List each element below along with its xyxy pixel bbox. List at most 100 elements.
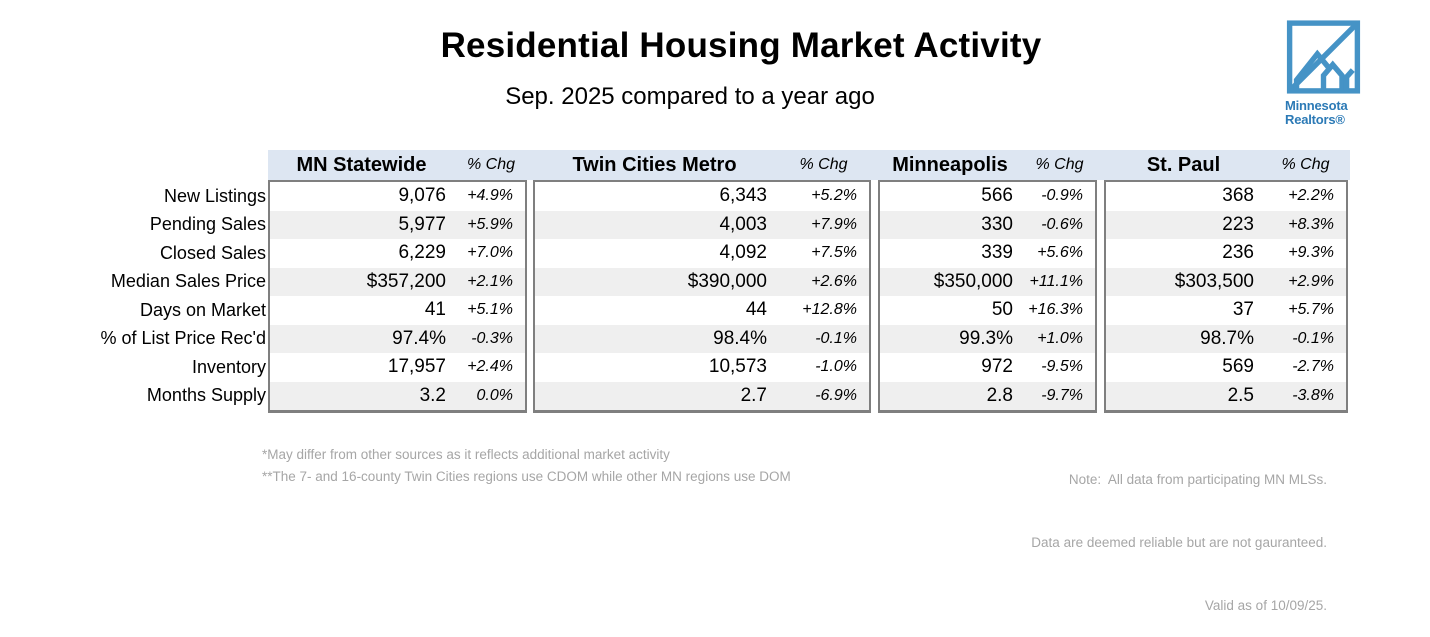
metric-change: +8.3% bbox=[1288, 215, 1334, 233]
metric-change: -3.8% bbox=[1292, 386, 1334, 404]
table-row: $350,000 +11.1% bbox=[880, 267, 1095, 296]
metric-value: 330 bbox=[981, 213, 1013, 235]
metric-value: 50 bbox=[991, 299, 1013, 321]
metric-change: -9.7% bbox=[1041, 386, 1083, 404]
table-row: 99.3% +1.0% bbox=[880, 324, 1095, 353]
table-row: 368 +2.2% bbox=[1106, 182, 1346, 211]
metric-change: +7.5% bbox=[811, 244, 857, 262]
metric-change: +2.9% bbox=[1288, 272, 1334, 290]
metric-change: -0.9% bbox=[1041, 187, 1083, 205]
metric-change: -0.3% bbox=[471, 329, 513, 347]
table-row: 98.4% -0.1% bbox=[535, 324, 869, 353]
metric-value: $357,200 bbox=[366, 270, 446, 292]
metric-change: +1.0% bbox=[1037, 329, 1083, 347]
metric-change: -1.0% bbox=[815, 358, 857, 376]
metric-value: 41 bbox=[424, 299, 446, 321]
metric-value: $303,500 bbox=[1174, 270, 1254, 292]
region-data-box-mn-statewide: 9,076 +4.9% 5,977 +5.9% 6,229 +7.0% $357,200 +2… bbox=[268, 180, 527, 413]
metric-value: 6,229 bbox=[398, 242, 446, 264]
metric-change: +16.3% bbox=[1028, 301, 1083, 319]
metric-change: +7.0% bbox=[467, 244, 513, 262]
metric-value: 223 bbox=[1222, 213, 1254, 235]
table-row: 98.7% -0.1% bbox=[1106, 324, 1346, 353]
note-line: Data are deemed reliable but are not gau… bbox=[1031, 535, 1327, 550]
table-row: 3.2 0.0% bbox=[270, 381, 525, 410]
footnotes-right: Note: All data from participating MN MLS… bbox=[1031, 427, 1327, 637]
metric-label-column: New Listings Pending Sales Closed Sales Med… bbox=[0, 150, 268, 413]
table-row: 44 +12.8% bbox=[535, 296, 869, 325]
metric-value: 17,957 bbox=[387, 356, 446, 378]
metric-value: 99.3% bbox=[959, 327, 1013, 349]
row-label: Closed Sales bbox=[159, 242, 266, 263]
table-row: 330 -0.6% bbox=[880, 210, 1095, 239]
metric-change: 0.0% bbox=[476, 386, 513, 404]
logo-wordmark-line2: Realtors® bbox=[1285, 112, 1345, 127]
metric-change: +5.7% bbox=[1288, 301, 1334, 319]
logo-wordmark-line1: Minnesota bbox=[1285, 98, 1348, 113]
metric-value: $350,000 bbox=[933, 270, 1013, 292]
metric-change: +5.9% bbox=[467, 215, 513, 233]
row-label: New Listings bbox=[163, 185, 266, 206]
table-row: 50 +16.3% bbox=[880, 296, 1095, 325]
metric-value: 5,977 bbox=[398, 213, 446, 235]
group-divider bbox=[871, 150, 878, 180]
table-row: 5,977 +5.9% bbox=[270, 210, 525, 239]
metric-change: -6.9% bbox=[815, 386, 857, 404]
row-label: Days on Market bbox=[139, 299, 266, 320]
metric-value: 6,343 bbox=[719, 185, 767, 207]
metric-change: +2.2% bbox=[1288, 187, 1334, 205]
pct-chg-header: % Chg bbox=[1281, 156, 1330, 173]
table-row: 6,343 +5.2% bbox=[535, 182, 869, 211]
table-row: 2.5 -3.8% bbox=[1106, 381, 1346, 410]
metric-change: +7.9% bbox=[811, 215, 857, 233]
metric-change: -9.5% bbox=[1041, 358, 1083, 376]
label-column-spacer bbox=[0, 150, 268, 182]
table-row: 566 -0.9% bbox=[880, 182, 1095, 211]
pct-chg-header: % Chg bbox=[1035, 156, 1084, 173]
group-divider bbox=[1097, 180, 1104, 413]
metric-value: 97.4% bbox=[392, 327, 446, 349]
table-row: 97.4% -0.3% bbox=[270, 324, 525, 353]
metric-value: 2.7 bbox=[740, 384, 767, 406]
region-header: St. Paul bbox=[1146, 153, 1221, 176]
metric-value: 37 bbox=[1232, 299, 1254, 321]
row-label: Median Sales Price bbox=[110, 271, 266, 292]
row-label: Inventory bbox=[191, 356, 266, 377]
table-row: 17,957 +2.4% bbox=[270, 353, 525, 382]
logo-wordmark: Minnesota Realtors® bbox=[1285, 99, 1381, 127]
metric-value: 3.2 bbox=[419, 384, 446, 406]
minnesota-realtors-logo: Minnesota Realtors® bbox=[1285, 18, 1381, 127]
metric-change: +2.6% bbox=[811, 272, 857, 290]
note-line: Note: All data from participating MN MLS… bbox=[1068, 472, 1327, 487]
region-header: MN Statewide bbox=[296, 153, 427, 176]
footnote-line: **The 7- and 16-county Twin Cities regio… bbox=[262, 469, 791, 484]
metric-value: 44 bbox=[745, 299, 767, 321]
table-body: 9,076 +4.9% 5,977 +5.9% 6,229 +7.0% $357,200 +2… bbox=[268, 180, 1350, 413]
metric-change: +5.2% bbox=[811, 187, 857, 205]
group-divider bbox=[1097, 150, 1104, 180]
metric-value: 339 bbox=[981, 242, 1013, 264]
region-data-box-minneapolis: 566 -0.9% 330 -0.6% 339 +5.6% $350,000 +11.1% 50… bbox=[878, 180, 1097, 413]
column-header-twin-cities-metro: Twin Cities Metro % Chg bbox=[533, 150, 871, 180]
metric-change: +4.9% bbox=[467, 187, 513, 205]
table-row: 972 -9.5% bbox=[880, 353, 1095, 382]
table-row: 223 +8.3% bbox=[1106, 210, 1346, 239]
row-label: Months Supply bbox=[146, 385, 266, 406]
metric-change: +11.1% bbox=[1029, 272, 1083, 290]
metric-value: 4,092 bbox=[719, 242, 767, 264]
metric-change: -2.7% bbox=[1292, 358, 1334, 376]
metric-value: 9,076 bbox=[398, 185, 446, 207]
page-title: Residential Housing Market Activity bbox=[440, 26, 1042, 65]
footnotes-left: *May differ from other sources as it ref… bbox=[262, 444, 791, 488]
metric-value: 2.5 bbox=[1227, 384, 1254, 406]
metric-change: +12.8% bbox=[802, 301, 857, 319]
table-row: 2.8 -9.7% bbox=[880, 381, 1095, 410]
metric-value: 566 bbox=[981, 185, 1013, 207]
metric-change: +5.1% bbox=[467, 301, 513, 319]
footnote-line: *May differ from other sources as it ref… bbox=[262, 447, 670, 462]
metric-change: -0.6% bbox=[1041, 215, 1083, 233]
table-row: 10,573 -1.0% bbox=[535, 353, 869, 382]
note-line: Valid as of 10/09/25. bbox=[1204, 598, 1327, 613]
metric-change: +2.1% bbox=[467, 272, 513, 290]
table-row: $390,000 +2.6% bbox=[535, 267, 869, 296]
